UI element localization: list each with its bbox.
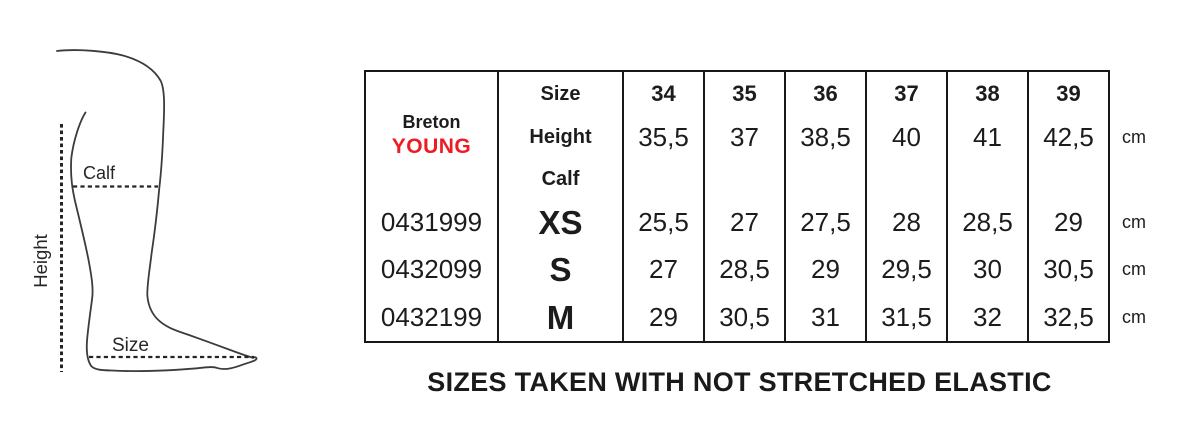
diagram-height-label: Height <box>30 234 51 287</box>
size-header: 39 <box>1056 80 1081 106</box>
leg-back-outline <box>70 111 258 373</box>
height-value: 35,5 <box>638 121 689 152</box>
calf-value-m: 32 <box>973 302 1002 332</box>
height-value: 38,5 <box>800 121 851 152</box>
calf-row-label: Calf <box>541 167 580 190</box>
column-article: Breton YOUNG 0431999 0432099 0432199 <box>366 72 497 341</box>
calf-value-m: 32,5 <box>1043 302 1094 332</box>
diagram-calf-label: Calf <box>83 163 116 183</box>
calf-value-s: 28,5 <box>719 254 770 284</box>
calf-empty-cell <box>948 158 1027 199</box>
calf-value-m: 30,5 <box>719 302 770 332</box>
calf-value-xs: 27 <box>730 207 759 237</box>
calf-value-xs: 27,5 <box>800 207 851 237</box>
size-header: 35 <box>732 80 757 106</box>
calf-value-xs: 28,5 <box>962 207 1013 237</box>
leg-diagram: Calf Size Height <box>30 49 258 373</box>
height-row-label: Height <box>529 125 592 148</box>
column-row-headers: Size Height Calf XS S M <box>497 72 622 341</box>
calf-value-s: 29 <box>811 254 840 284</box>
calf-empty-cell <box>786 158 865 199</box>
column-size-39: 39 42,5 29 30,5 32,5 <box>1027 72 1108 341</box>
size-name-s: S <box>549 250 572 288</box>
unit-empty <box>1122 158 1172 199</box>
brand-cell: Breton YOUNG <box>366 72 497 199</box>
calf-value-m: 29 <box>649 302 678 332</box>
size-table: Breton YOUNG 0431999 0432099 0432199 Siz… <box>364 70 1110 343</box>
column-size-37: 37 40 28 29,5 31,5 <box>865 72 946 341</box>
column-size-35: 35 37 27 28,5 30,5 <box>703 72 784 341</box>
calf-value-s: 30,5 <box>1043 254 1094 284</box>
unit-empty <box>1122 72 1172 115</box>
size-name-xs: XS <box>538 203 583 241</box>
height-value: 42,5 <box>1043 121 1094 152</box>
column-size-34: 34 35,5 25,5 27 29 <box>622 72 703 341</box>
unit-column: cm cm cm cm <box>1122 70 1172 341</box>
height-value: 40 <box>892 121 921 152</box>
elastic-note: SIZES TAKEN WITH NOT STRETCHED ELASTIC <box>427 367 1052 397</box>
calf-value-xs: 28 <box>892 207 921 237</box>
calf-empty-cell <box>705 158 784 199</box>
unit-m: cm <box>1122 307 1146 327</box>
size-row-label: Size <box>540 82 581 105</box>
calf-value-xs: 25,5 <box>638 207 689 237</box>
calf-value-s: 27 <box>649 254 678 284</box>
calf-value-s: 29,5 <box>881 254 932 284</box>
column-size-38: 38 41 28,5 30 32 <box>946 72 1027 341</box>
brand-model: YOUNG <box>391 134 472 158</box>
calf-value-m: 31 <box>811 302 840 332</box>
size-header: 34 <box>651 80 676 106</box>
calf-empty-cell <box>1029 158 1108 199</box>
height-value: 37 <box>730 121 759 152</box>
unit-height: cm <box>1122 126 1146 147</box>
unit-s: cm <box>1122 259 1146 279</box>
calf-empty-cell <box>624 158 703 199</box>
size-header: 38 <box>975 80 1000 106</box>
unit-xs: cm <box>1122 212 1146 232</box>
article-code-s: 0432099 <box>380 254 483 284</box>
article-code-xs: 0431999 <box>380 207 483 237</box>
size-header: 37 <box>894 80 919 106</box>
diagram-size-label: Size <box>112 335 149 356</box>
size-name-m: M <box>546 298 575 336</box>
calf-empty-cell <box>867 158 946 199</box>
size-header: 36 <box>813 80 838 106</box>
brand-name: Breton <box>402 112 461 133</box>
leg-front-outline <box>56 49 255 359</box>
column-size-36: 36 38,5 27,5 29 31 <box>784 72 865 341</box>
article-code-m: 0432199 <box>380 302 483 332</box>
calf-value-m: 31,5 <box>881 302 932 332</box>
calf-value-s: 30 <box>973 254 1002 284</box>
calf-value-xs: 29 <box>1054 207 1083 237</box>
height-value: 41 <box>973 121 1002 152</box>
